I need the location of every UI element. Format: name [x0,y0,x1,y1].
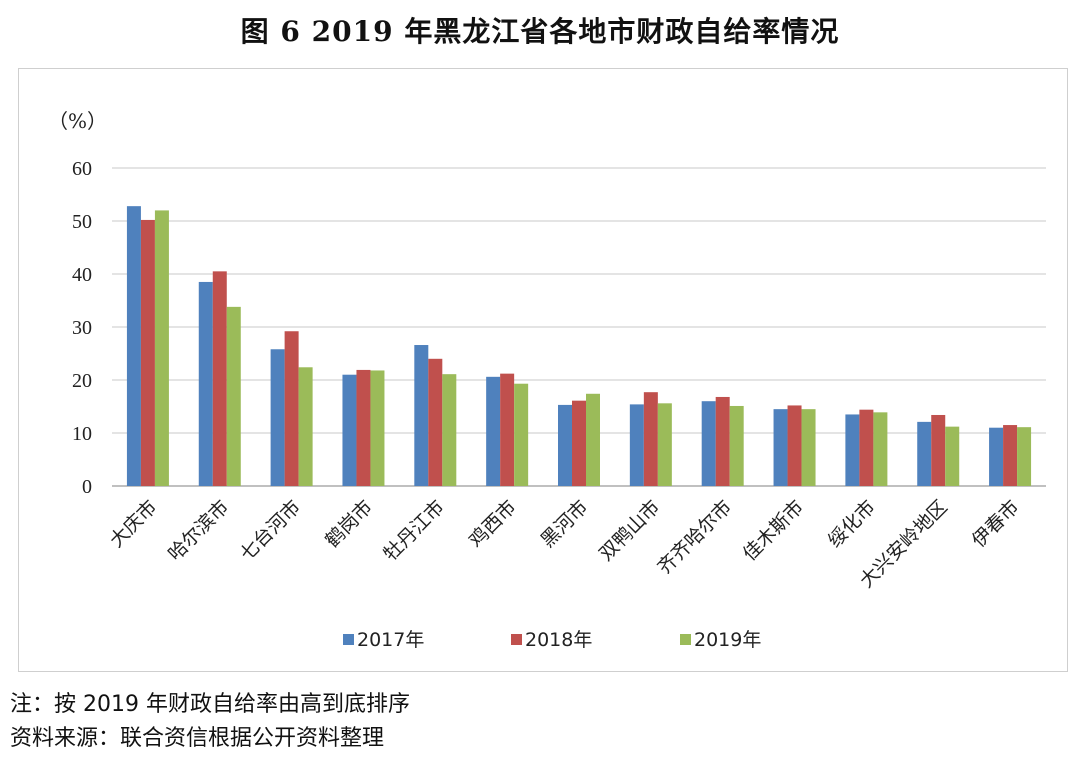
chart-frame [18,68,1068,672]
y-tick-label: 30 [72,317,92,339]
bar-2018年-黑河市 [572,400,586,486]
bar-2018年-鸡西市 [500,373,515,486]
bar-2017年-七台河市 [270,349,285,486]
bar-2018年-齐齐哈尔市 [715,396,730,486]
bar-2017年-伊春市 [989,427,1004,486]
legend-label: 2017年 [357,629,424,651]
bar-2017年-牡丹江市 [414,345,429,486]
bar-2018年-哈尔滨市 [212,271,227,486]
bar-2018年-七台河市 [284,331,299,486]
y-axis-label: （%） [48,109,107,133]
bar-2017年-鹤岗市 [342,374,357,486]
x-tick-label: 绥化市 [824,496,880,552]
y-tick-label: 20 [72,370,92,392]
bar-2018年-佳木斯市 [787,405,802,486]
source-note: 资料来源：联合资信根据公开资料整理 [10,726,385,751]
x-tick-label: 哈尔滨市 [164,496,233,565]
x-tick-label: 七台河市 [236,496,305,565]
x-tick-label: 大庆市 [106,496,162,552]
x-tick-label: 黑河市 [537,496,593,552]
figure-notes: 注：按 2019 年财政自给率由高到底排序 资料来源：联合资信根据公开资料整理 [10,688,410,756]
bar-2018年-双鸭山市 [643,392,658,486]
y-tick-label: 10 [72,423,92,445]
bar-2017年-齐齐哈尔市 [701,401,716,486]
x-tick-label: 鸡西市 [465,496,521,552]
y-tick-label: 0 [82,476,92,498]
legend-swatch [511,634,522,645]
bar-2019年-齐齐哈尔市 [729,405,744,486]
bar-2017年-大兴安岭地区 [917,421,932,486]
legend-label: 2018年 [525,629,592,651]
x-tick-label: 佳木斯市 [739,496,808,565]
bar-2018年-伊春市 [1003,425,1018,486]
bar-2017年-双鸭山市 [629,404,644,486]
y-tick-label: 60 [72,158,92,180]
bar-2019年-牡丹江市 [442,374,457,486]
bar-2019年-哈尔滨市 [226,306,241,486]
bar-2018年-绥化市 [859,409,874,486]
bar-2019年-鸡西市 [514,383,529,486]
bar-2017年-绥化市 [845,414,860,486]
bar-2019年-黑河市 [586,393,600,486]
bar-2017年-佳木斯市 [773,409,788,486]
bar-chart: （%） 0 10 20 30 40 50 60 大庆市 哈尔滨市 七台河市 鹤岗市 牡丹江市 鸡西市 黑河市… [48,109,1046,651]
bar-2018年-鹤岗市 [356,369,371,486]
bar-2018年-牡丹江市 [428,358,443,486]
bar-2017年-哈尔滨市 [198,281,213,486]
bar-2019年-伊春市 [1017,427,1032,486]
bar-2018年-大兴安岭地区 [931,414,946,486]
bar-2019年-佳木斯市 [801,409,816,486]
bar-2019年-大兴安岭地区 [945,426,960,486]
bar-2017年-鸡西市 [486,376,501,486]
bar-2017年-黑河市 [558,404,572,486]
bar-2019年-大庆市 [154,210,169,486]
x-tick-label: 伊春市 [968,496,1024,552]
x-tick-label: 双鸭山市 [595,496,664,565]
bar-2018年-大庆市 [140,219,155,486]
bar-2019年-绥化市 [873,412,888,486]
figure-title: 图 6 2019 年黑龙江省各地市财政自给率情况 [240,15,840,48]
legend-swatch [343,634,354,645]
sort-note: 注：按 2019 年财政自给率由高到底排序 [10,692,410,717]
bar-2019年-鹤岗市 [370,370,385,486]
x-tick-label: 牡丹江市 [380,496,449,565]
legend-swatch [680,634,691,645]
y-tick-label: 50 [72,211,92,233]
x-tick-label: 齐齐哈尔市 [653,496,736,579]
bar-2019年-双鸭山市 [657,403,672,486]
y-tick-label: 40 [72,264,92,286]
bar-2017年-大庆市 [126,206,141,486]
bar-2019年-七台河市 [298,367,313,486]
x-tick-label: 鹤岗市 [321,496,377,552]
legend-label: 2019年 [694,629,761,651]
